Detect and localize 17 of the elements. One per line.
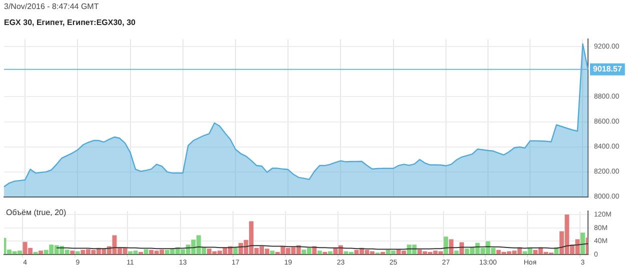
bar <box>138 252 144 254</box>
bar <box>380 252 386 254</box>
chart-title: EGX 30, Египет, Египет:EGX30, 30 <box>4 18 136 27</box>
bar <box>444 236 448 254</box>
bar <box>448 239 454 254</box>
bar <box>70 250 75 254</box>
bar <box>270 250 275 254</box>
bar <box>322 252 328 254</box>
text: 3/Nov/2016 - 8:47:44 GMT <box>4 2 99 11</box>
bar <box>38 250 44 254</box>
chart-title: Объём (true, 20) <box>6 208 66 217</box>
bar <box>144 249 148 254</box>
bar <box>454 250 459 254</box>
bar <box>317 250 322 254</box>
ref-line-label: 9018.57 <box>593 64 622 74</box>
bar <box>459 242 464 254</box>
bar <box>33 252 38 254</box>
